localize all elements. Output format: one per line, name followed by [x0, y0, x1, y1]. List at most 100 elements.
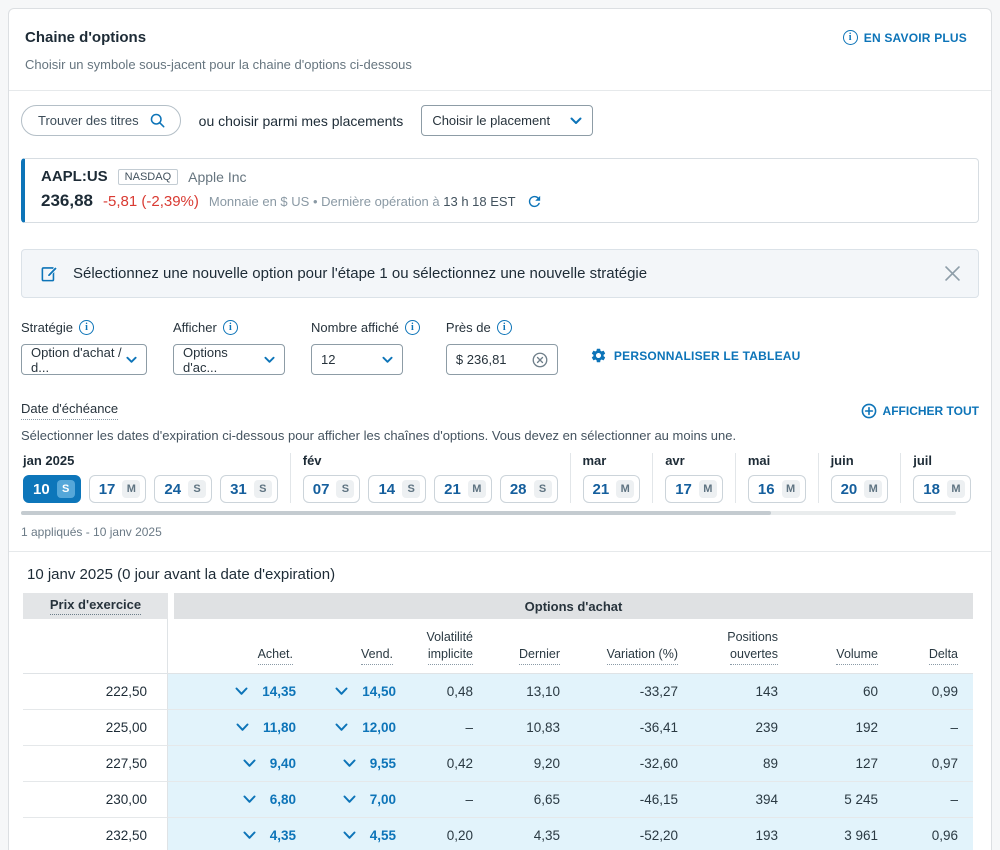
volume: 60	[793, 674, 893, 710]
expiry-month-label: mai	[748, 453, 806, 468]
ask-cell[interactable]: 14,50	[308, 674, 408, 710]
expiry-month-label: mar	[583, 453, 641, 468]
show-all-link[interactable]: AFFICHER TOUT	[861, 403, 979, 419]
last-price: 9,20	[488, 746, 575, 782]
strategy-select[interactable]: Option d'achat / d...	[21, 344, 147, 375]
near-price-input[interactable]: $ 236,81	[446, 344, 558, 375]
open-interest: 394	[693, 782, 793, 818]
column-header: Delta	[893, 619, 973, 673]
change-percent: -52,20	[575, 818, 693, 850]
bid-cell[interactable]: 4,35	[168, 818, 308, 850]
chevron-down-icon	[335, 687, 348, 696]
column-header-label[interactable]: ouvertes	[730, 647, 778, 665]
placement-select[interactable]: Choisir le placement	[421, 105, 593, 136]
column-header-label[interactable]: Delta	[929, 647, 958, 665]
expiry-date-day: 20	[841, 481, 858, 498]
column-header-label[interactable]: Volume	[836, 647, 878, 665]
expiry-date-type-badge: S	[534, 480, 552, 498]
expiry-date-chip[interactable]: 20 M	[831, 475, 889, 503]
expiry-date-chip[interactable]: 31 S	[220, 475, 278, 503]
count-select[interactable]: 12	[311, 344, 403, 375]
bid-cell[interactable]: 9,40	[168, 746, 308, 782]
scrollbar-thumb[interactable]	[21, 511, 771, 515]
refresh-icon[interactable]	[526, 193, 543, 210]
delta: –	[893, 710, 973, 746]
expiry-month-label: jan 2025	[23, 453, 278, 468]
strike-price: 227,50	[23, 746, 168, 782]
column-header-label[interactable]: Vend.	[361, 647, 393, 665]
expiry-date-chip[interactable]: 28S	[500, 475, 558, 503]
open-interest: 239	[693, 710, 793, 746]
learn-more-link[interactable]: i EN SAVOIR PLUS	[843, 30, 967, 45]
symbol-search-row: Trouver des titres ou choisir parmi mes …	[9, 91, 991, 148]
close-icon[interactable]	[945, 266, 960, 281]
customize-table-label: PERSONNALISER LE TABLEAU	[614, 349, 801, 363]
show-all-label: AFFICHER TOUT	[883, 404, 979, 418]
change-percent: -32,60	[575, 746, 693, 782]
expiry-date-chip[interactable]: 14S	[368, 475, 426, 503]
expiry-date-type-badge: M	[782, 480, 800, 498]
expiry-month-group: mar 21M	[570, 453, 653, 503]
ask-cell-value: 14,50	[362, 684, 396, 699]
info-icon[interactable]: i	[79, 320, 94, 335]
ask-cell[interactable]: 7,00	[308, 782, 408, 818]
expiry-date-day: 17	[675, 481, 692, 498]
expiry-date-day: 24	[164, 481, 181, 498]
expiry-date-type-badge: M	[699, 480, 717, 498]
customize-table-link[interactable]: PERSONNALISER LE TABLEAU	[590, 347, 801, 364]
delta: 0,99	[893, 674, 973, 710]
expiry-date-chip[interactable]: 24S	[154, 475, 212, 503]
bid-cell[interactable]: 6,80	[168, 782, 308, 818]
expiry-date-chip[interactable]: 21M	[583, 475, 641, 503]
chevron-down-icon	[343, 795, 356, 804]
strike-header-spacer	[23, 619, 168, 673]
bid-cell[interactable]: 11,80	[168, 710, 308, 746]
expiry-date-chip[interactable]: 07S	[303, 475, 361, 503]
expiry-date-day: 07	[313, 481, 330, 498]
bid-cell[interactable]: 14,35	[168, 674, 308, 710]
expiry-date-type-badge: M	[864, 480, 882, 498]
expiry-date-chip[interactable]: 16M	[748, 475, 806, 503]
expiry-date-day: 18	[923, 481, 940, 498]
ask-cell[interactable]: 9,55	[308, 746, 408, 782]
expiry-date-chip[interactable]: 18M	[913, 475, 971, 503]
column-header-label[interactable]: Dernier	[519, 647, 560, 665]
expiry-date-chip[interactable]: 17 M	[665, 475, 723, 503]
expiry-date-chip[interactable]: 21M	[434, 475, 492, 503]
column-header-label[interactable]: Variation (%)	[607, 647, 678, 665]
expiry-date-day: 21	[593, 481, 610, 498]
option-row: 227,509,409,550,429,20-32,60891270,97	[23, 746, 973, 782]
expiry-date-chip[interactable]: 17M	[89, 475, 147, 503]
ask-cell[interactable]: 4,55	[308, 818, 408, 850]
column-header-label[interactable]: implicite	[428, 647, 473, 665]
bid-cell-value: 11,80	[263, 720, 296, 735]
column-header: Achet.	[168, 619, 308, 673]
expiry-section: Date d'échéance AFFICHER TOUT Sélectionn…	[9, 401, 991, 552]
expiry-scrollbar[interactable]	[21, 511, 956, 515]
ask-cell[interactable]: 12,00	[308, 710, 408, 746]
expiry-date-chip[interactable]: 10S	[23, 475, 81, 503]
strategy-select-value: Option d'achat / d...	[31, 345, 126, 375]
chevron-down-icon	[382, 356, 393, 364]
clear-icon[interactable]	[532, 352, 548, 368]
expiry-date-type-badge: S	[254, 480, 272, 498]
find-securities-button[interactable]: Trouver des titres	[21, 105, 181, 136]
column-header: Variation (%)	[575, 619, 693, 673]
column-header-label[interactable]: Achet.	[258, 647, 293, 665]
info-icon[interactable]: i	[497, 320, 512, 335]
quote-change: -5,81 (-2,39%)	[103, 193, 199, 210]
options-chain-panel: Chaine d'options i EN SAVOIR PLUS Choisi…	[8, 8, 992, 850]
display-select[interactable]: Options d'ac...	[173, 344, 285, 375]
page-subtitle: Choisir un symbole sous-jacent pour la c…	[25, 57, 967, 72]
expiry-month-label: juin	[831, 453, 889, 468]
last-price: 13,10	[488, 674, 575, 710]
ask-cell-value: 12,00	[362, 720, 396, 735]
expiry-date-day: 31	[230, 481, 247, 498]
expiry-label[interactable]: Date d'échéance	[21, 401, 118, 420]
info-icon[interactable]: i	[223, 320, 238, 335]
strike-column-header[interactable]: Prix d'exercice	[23, 593, 168, 619]
expiry-chips: 21M	[583, 475, 641, 503]
info-icon[interactable]: i	[405, 320, 420, 335]
quote-meta: Monnaie en $ US • Dernière opération à 1…	[209, 194, 516, 209]
bid-cell-value: 9,40	[270, 756, 296, 771]
